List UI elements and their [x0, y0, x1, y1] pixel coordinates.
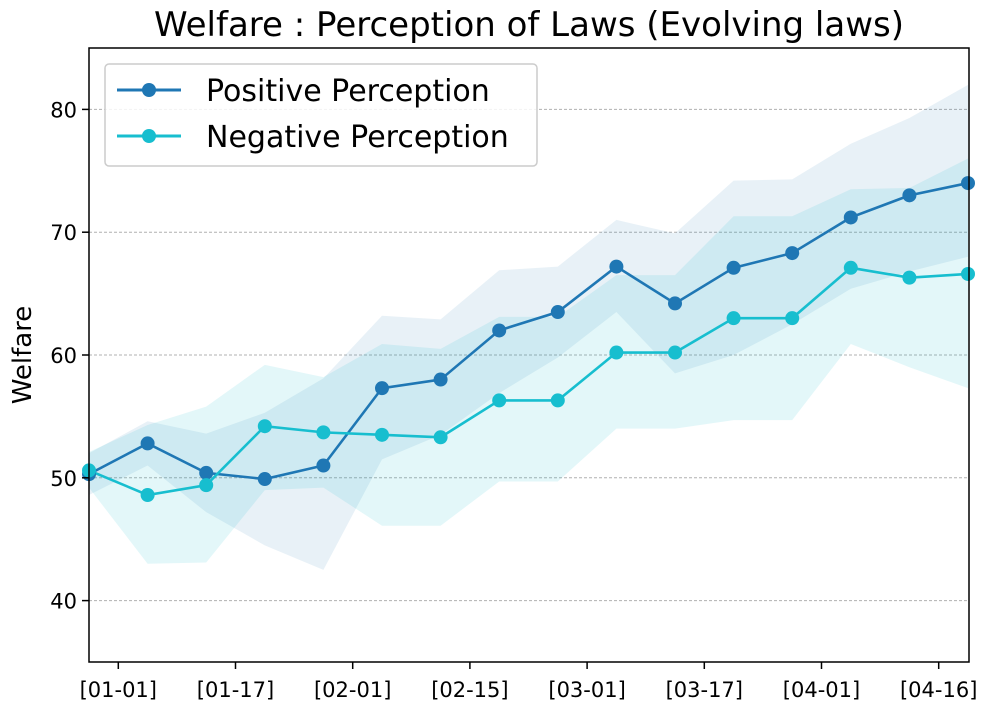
series-points [82, 176, 975, 502]
data-point-0 [433, 372, 448, 387]
data-point-1 [492, 393, 507, 408]
data-point-0 [961, 176, 975, 191]
data-point-1 [902, 270, 917, 285]
data-point-1 [433, 430, 448, 445]
x-tick-label: [03-17] [666, 678, 743, 702]
data-point-0 [257, 472, 272, 487]
legend-label-negative: Negative Perception [206, 120, 509, 155]
x-tick-label: [01-17] [197, 678, 274, 702]
x-tick-label: [03-01] [548, 678, 625, 702]
confidence-bands [89, 84, 968, 570]
data-point-0 [668, 296, 682, 311]
data-point-1 [668, 345, 682, 360]
series-lines [88, 181, 969, 497]
y-axis-ticks: 40 50 60 70 80 [50, 98, 89, 614]
data-point-1 [140, 487, 155, 502]
data-point-0 [609, 259, 624, 274]
series-line-0 [88, 181, 969, 481]
y-axis-label: Welfare [8, 306, 38, 405]
legend-marker-negative [142, 129, 156, 143]
data-point-0 [199, 465, 214, 480]
x-tick-label: [04-16] [900, 678, 977, 702]
x-axis-ticks: [01-01] [01-17] [02-01] [02-15] [03-01] [03-1… [80, 662, 977, 702]
legend-box [104, 63, 538, 167]
data-point-0 [140, 436, 155, 451]
data-point-1 [550, 393, 565, 408]
data-point-1 [316, 425, 331, 440]
data-point-0 [550, 305, 565, 320]
data-point-0 [316, 458, 331, 473]
data-point-1 [726, 311, 741, 326]
data-point-0 [785, 246, 800, 261]
legend-label-positive: Positive Perception [206, 74, 490, 109]
data-point-1 [257, 419, 272, 434]
data-point-1 [961, 266, 975, 281]
data-point-0 [902, 188, 917, 203]
y-tick-label: 50 [50, 467, 77, 491]
series-line-1 [88, 266, 969, 497]
series-band-0 [89, 84, 968, 570]
y-tick-label: 60 [50, 344, 77, 368]
y-tick-label: 40 [50, 590, 77, 614]
x-tick-label: [04-01] [783, 678, 860, 702]
data-point-0 [843, 210, 858, 225]
data-point-1 [609, 345, 624, 360]
data-point-1 [199, 478, 214, 493]
x-tick-label: [01-01] [80, 678, 157, 702]
legend: Positive Perception Negative Perception [104, 63, 538, 167]
legend-marker-positive [142, 83, 156, 97]
y-tick-label: 70 [50, 221, 77, 245]
x-tick-label: [02-15] [431, 678, 508, 702]
chart-title: Welfare : Perception of Laws (Evolving l… [154, 5, 904, 45]
y-tick-label: 80 [50, 98, 77, 122]
data-point-1 [375, 427, 389, 442]
data-point-1 [785, 311, 800, 326]
series-band-1 [89, 158, 968, 564]
data-point-0 [375, 381, 389, 396]
data-point-0 [726, 260, 741, 275]
data-point-1 [843, 260, 858, 275]
x-tick-label: [02-01] [314, 678, 391, 702]
data-point-0 [492, 323, 507, 338]
